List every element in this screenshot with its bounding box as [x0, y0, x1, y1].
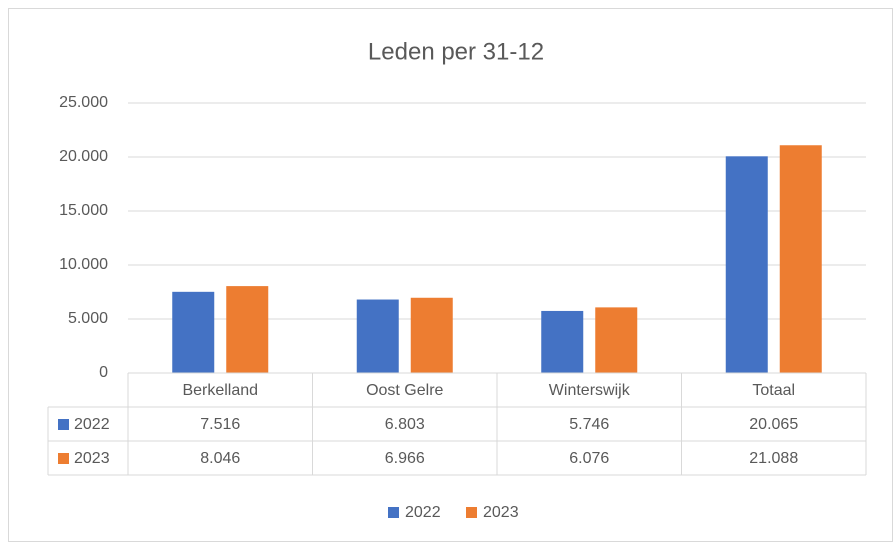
x-tick-label: Winterswijk	[549, 382, 631, 399]
table-value: 20.065	[749, 416, 798, 433]
y-tick-label: 20.000	[59, 148, 108, 165]
chart-title: Leden per 31-12	[368, 38, 544, 65]
table-series-label: 2022	[74, 416, 110, 433]
x-tick-label: Totaal	[752, 382, 795, 399]
legend-key	[388, 507, 399, 518]
legend-key	[466, 507, 477, 518]
table-value: 21.088	[749, 450, 798, 467]
bar	[410, 297, 453, 373]
y-tick-label: 25.000	[59, 94, 108, 111]
x-tick-label: Berkelland	[182, 382, 258, 399]
y-tick-label: 0	[99, 364, 108, 381]
bar	[356, 299, 399, 373]
y-tick-label: 10.000	[59, 256, 108, 273]
bar	[595, 307, 638, 373]
legend-label: 2023	[483, 504, 519, 521]
bar	[541, 310, 584, 373]
bar	[779, 145, 822, 373]
legend-label: 2022	[405, 504, 441, 521]
bar	[172, 291, 215, 373]
bar	[725, 156, 768, 373]
table-value: 7.516	[200, 416, 240, 433]
y-tick-label: 5.000	[68, 310, 108, 327]
table-value: 6.076	[569, 450, 609, 467]
table-value: 8.046	[200, 450, 240, 467]
legend-key	[58, 419, 69, 430]
y-tick-label: 15.000	[59, 202, 108, 219]
table-value: 6.803	[385, 416, 425, 433]
x-tick-label: Oost Gelre	[366, 382, 443, 399]
table-value: 6.966	[385, 450, 425, 467]
table-series-label: 2023	[74, 450, 110, 467]
bar	[226, 286, 269, 373]
legend-key	[58, 453, 69, 464]
table-value: 5.746	[569, 416, 609, 433]
